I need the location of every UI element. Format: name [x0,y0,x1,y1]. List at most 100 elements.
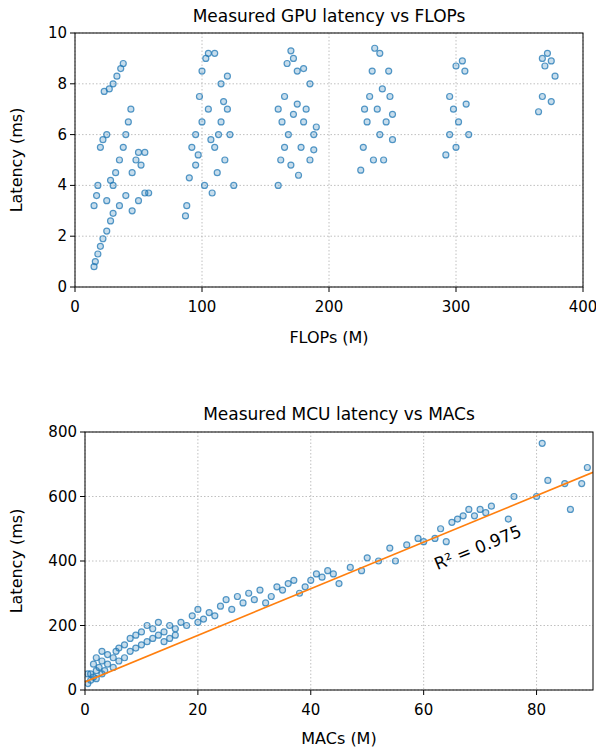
point [302,584,308,590]
point [218,81,224,87]
point [466,132,472,138]
tick [536,690,537,695]
y-label: Latency (ms) [7,509,26,614]
point [477,506,483,512]
point [224,106,230,112]
point [455,516,461,522]
point [290,111,296,117]
title: Measured GPU latency vs FLOPs [193,6,466,26]
point [104,132,110,138]
point [462,68,468,74]
point [362,106,368,112]
point [172,626,178,632]
point [195,619,201,625]
point [120,144,126,150]
point [122,642,128,648]
annotation: R² = 0.975 [431,521,524,574]
point [311,132,317,138]
point [92,259,98,265]
point [212,50,218,56]
point [374,106,380,112]
point [539,55,545,61]
point [202,182,208,188]
point [443,152,449,158]
point [567,506,573,512]
tick-label: 0 [80,701,90,719]
point [319,574,325,580]
tick-label: 100 [188,298,217,316]
point [205,106,211,112]
point [138,629,144,635]
point [105,661,111,667]
point [285,581,291,587]
point [263,600,269,606]
point [285,132,291,138]
grid-line [75,185,583,186]
point [298,144,304,150]
point [330,571,336,577]
point [360,144,366,150]
point [155,619,161,625]
point [542,63,548,69]
point [144,639,150,645]
point [216,132,222,138]
tick [583,287,584,292]
point [167,635,173,641]
point [138,642,144,648]
tick [85,690,86,695]
point [257,587,263,593]
point [307,81,313,87]
point [447,94,453,100]
point [488,503,494,509]
point [96,664,102,670]
point [453,63,459,69]
point [104,198,110,204]
point [85,671,91,677]
point [138,162,144,168]
point [463,101,469,107]
point [383,119,389,125]
point [545,477,551,483]
point [116,203,122,209]
point [105,652,111,658]
point [381,157,387,163]
point [133,645,139,651]
point [246,590,252,596]
point [379,86,385,92]
point [104,228,110,234]
tick-label: 800 [48,423,77,441]
grid-line [75,134,583,135]
tick-label: 4 [57,176,67,194]
point [301,66,307,72]
point [548,58,554,64]
point [100,236,106,242]
point [251,597,257,603]
point [282,94,288,100]
grid-line [75,83,583,84]
point [234,593,240,599]
point [195,152,201,158]
point [387,94,393,100]
point [116,645,122,651]
plot-area [91,45,558,269]
point [222,157,228,163]
point [275,182,281,188]
point [552,73,558,79]
grid-line [85,561,593,562]
point [466,506,472,512]
tick-label: 60 [414,701,433,719]
tick [80,496,85,497]
point [288,162,294,168]
point [208,137,214,143]
point [116,658,122,664]
point [172,632,178,638]
point [367,94,373,100]
point [217,603,223,609]
x-label: MACs (M) [301,729,376,748]
tick-label: 200 [48,617,77,635]
point [224,73,230,79]
point [483,510,489,516]
point [505,516,511,522]
point [280,587,286,593]
point [110,655,116,661]
